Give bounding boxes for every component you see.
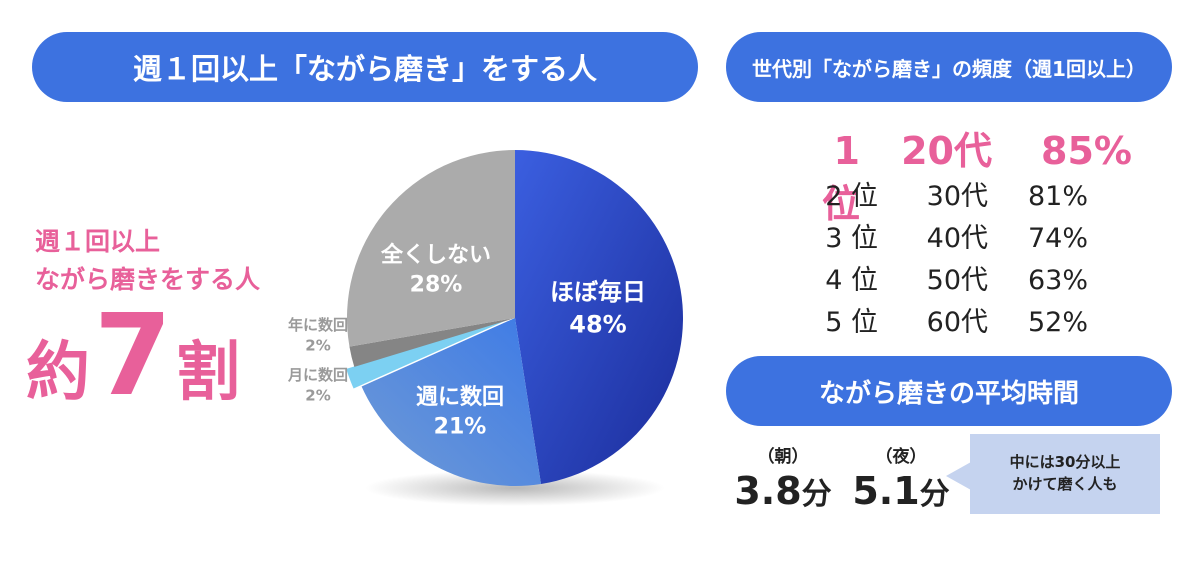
pie-slices bbox=[346, 149, 684, 486]
pie-slice bbox=[361, 318, 542, 486]
slice-value-label: 2% bbox=[305, 386, 330, 404]
time-banner: ながら磨きの平均時間 bbox=[726, 356, 1172, 426]
pie-slice bbox=[515, 150, 684, 484]
slice-label: ほぼ毎日 bbox=[550, 278, 646, 306]
summary-line-2: ながら磨きをする人 bbox=[35, 265, 261, 294]
pie-slice bbox=[349, 318, 515, 367]
rank-percent: 63% bbox=[1027, 265, 1088, 296]
rank-percent: 81% bbox=[1027, 181, 1088, 212]
slice-value-label: 28% bbox=[410, 273, 463, 298]
slice-label: 週に数回 bbox=[416, 384, 504, 410]
rank-label: 5 位 bbox=[825, 307, 878, 338]
morning-label: （朝） bbox=[757, 447, 809, 467]
callout-box bbox=[970, 434, 1160, 514]
callout-text: 中には30分以上 かけて磨く人も bbox=[970, 434, 1160, 514]
callout-line-1: 中には30分以上 bbox=[1009, 453, 1121, 472]
slice-label: 月に数回 bbox=[287, 366, 348, 384]
pie-slice bbox=[346, 320, 507, 389]
night-label: （夜） bbox=[875, 447, 927, 467]
rank-age: 40代 bbox=[926, 223, 988, 254]
slice-value-label: 21% bbox=[434, 415, 487, 440]
summary-line-1: 週１回以上 bbox=[35, 227, 161, 256]
summary-prefix: 約 bbox=[26, 336, 90, 410]
slice-value-label: 2% bbox=[305, 336, 330, 354]
pie-shadow bbox=[365, 470, 665, 506]
slice-label: 全くしない bbox=[380, 242, 491, 268]
rank-age: 60代 bbox=[926, 307, 988, 338]
rank-age: 20代 bbox=[901, 129, 992, 173]
morning-time: （朝） 3.8分 bbox=[733, 442, 833, 513]
rank-label: 3 位 bbox=[825, 223, 878, 254]
rank-row: 2 位 30代 81% bbox=[796, 174, 1088, 213]
rank-label: 2 位 bbox=[825, 181, 878, 212]
summary-highlight: 約7割 bbox=[26, 300, 240, 412]
night-unit: 分 bbox=[919, 477, 950, 512]
rank-percent: 85% bbox=[1041, 129, 1132, 173]
rank-row: 1位 20代 85% bbox=[796, 120, 1132, 228]
rank-row: 3 位 40代 74% bbox=[796, 216, 1088, 255]
summary-number: 7 bbox=[94, 291, 172, 421]
ranking-banner: 世代別「ながら磨き」の頻度（週1回以上） bbox=[726, 32, 1172, 102]
night-value: 5.1 bbox=[852, 469, 920, 513]
rank-row: 4 位 50代 63% bbox=[796, 258, 1088, 297]
rank-row: 5 位 60代 52% bbox=[796, 300, 1088, 339]
pie-labels: ほぼ毎日 48% 週に数回 21% 月に数回 2% 年に数回 2% 全くしない 28% bbox=[287, 242, 646, 440]
callout-arrow bbox=[946, 462, 971, 490]
rank-percent: 52% bbox=[1027, 307, 1088, 338]
rank-age: 30代 bbox=[926, 181, 988, 212]
rank-label: 4 位 bbox=[825, 265, 878, 296]
summary-suffix: 割 bbox=[175, 336, 240, 410]
night-time: （夜） 5.1分 bbox=[851, 442, 951, 513]
slice-value-label: 48% bbox=[569, 310, 626, 338]
morning-value: 3.8 bbox=[734, 469, 802, 513]
rank-age: 50代 bbox=[926, 265, 988, 296]
morning-unit: 分 bbox=[801, 477, 832, 512]
slice-label: 年に数回 bbox=[288, 316, 348, 334]
rank-percent: 74% bbox=[1027, 223, 1088, 254]
callout-line-2: かけて磨く人も bbox=[1012, 475, 1118, 493]
pie-slice bbox=[346, 149, 515, 347]
rank-label: 1位 bbox=[821, 129, 860, 226]
main-banner: 週１回以上「ながら磨き」をする人 bbox=[32, 32, 698, 102]
pie-chart: ほぼ毎日 48% 週に数回 21% 月に数回 2% 年に数回 2% 全くしない 28% bbox=[287, 149, 684, 506]
